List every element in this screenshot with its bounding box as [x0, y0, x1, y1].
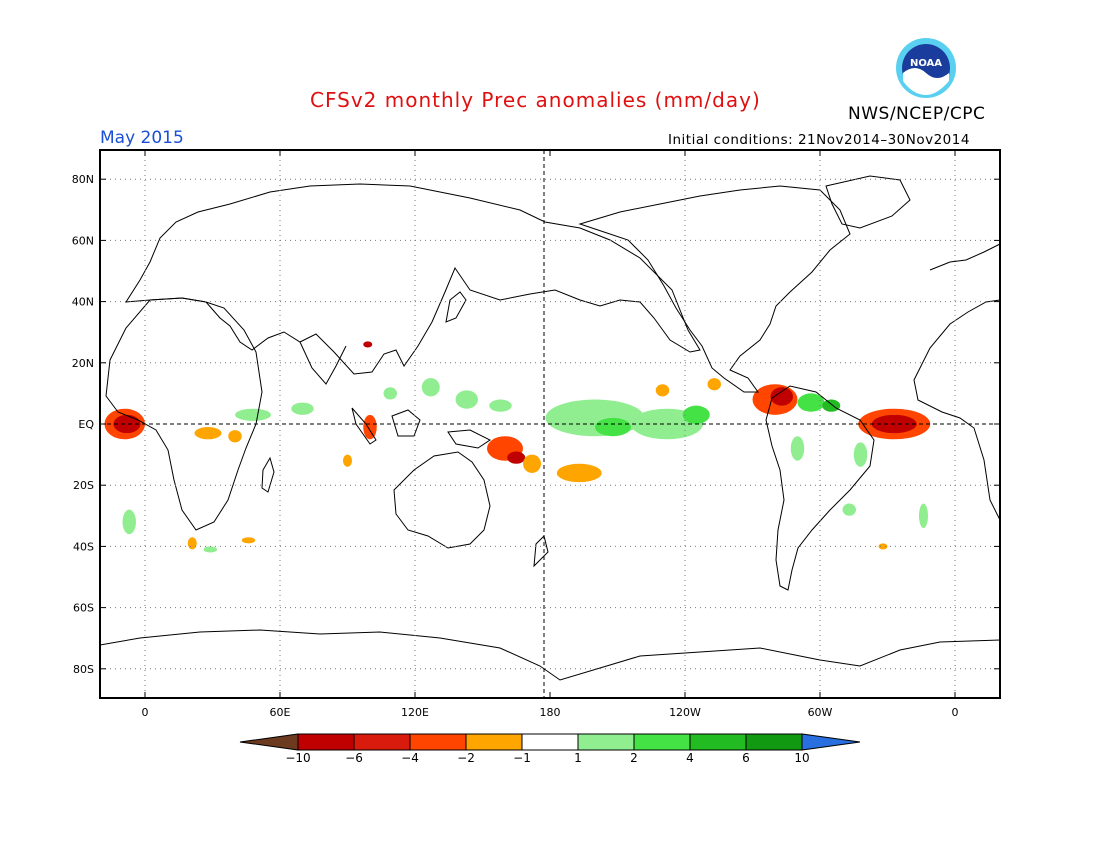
anomaly-region-9 [455, 390, 478, 409]
lon-tick-label: 0 [142, 706, 149, 719]
lon-tick-label: 180 [540, 706, 561, 719]
lat-tick-label: 60S [73, 602, 94, 615]
lat-tick-label: 80N [72, 173, 94, 186]
anomaly-region-34 [187, 537, 197, 550]
colorbar-label: −1 [513, 751, 531, 765]
lat-tick-label: 20S [73, 479, 94, 492]
anomaly-region-33 [122, 509, 136, 535]
lat-tick-label: 60N [72, 234, 94, 247]
anomaly-region-32 [919, 503, 928, 529]
colorbar-label: −10 [285, 751, 310, 765]
colorbar-label: 10 [794, 751, 809, 765]
coastline-europe-east-edge [929, 243, 1001, 271]
anomaly-region-3 [235, 408, 271, 421]
coastline-newguinea [447, 429, 491, 449]
colorbar-bin [689, 733, 747, 751]
anomaly-region-8 [421, 378, 440, 397]
noaa-logo: NOAA [896, 38, 956, 98]
lat-tick-label: 40N [72, 296, 94, 309]
anomaly-region-23 [655, 384, 670, 397]
colorbar-bin [297, 733, 355, 751]
anomaly-region-16 [556, 463, 602, 483]
coastline-borneo [391, 409, 421, 437]
anomaly-region-36 [241, 537, 256, 544]
anomaly-region-6 [363, 341, 373, 348]
colorbar-bin [353, 733, 411, 751]
lon-tick-label: 0 [952, 706, 959, 719]
coastlines [99, 175, 1001, 681]
anomaly-region-15 [523, 454, 541, 473]
lon-tick-label: 60E [270, 706, 291, 719]
lon-tick-label: 60W [808, 706, 833, 719]
org-label: NWS/NCEP/CPC [848, 104, 986, 124]
anomaly-region-12 [343, 454, 352, 467]
colorbar-bin [633, 733, 691, 751]
colorbar-label: −4 [401, 751, 419, 765]
coastline-sumatra [351, 407, 377, 445]
colorbar-arrow-high [801, 733, 861, 751]
anomaly-region-30 [853, 442, 868, 467]
anomaly-region-17 [545, 399, 645, 437]
coastline-africa-east-edge [913, 299, 1001, 521]
anomaly-region-25 [797, 393, 825, 412]
anomaly-shading [104, 341, 931, 553]
lat-tick-label: 40S [73, 540, 94, 553]
lat-tick-label: 80S [73, 663, 94, 676]
lat-tick-label: 20N [72, 357, 94, 370]
anomaly-region-29 [790, 436, 805, 461]
colorbar-bin [745, 733, 803, 751]
coastline-eurasia [125, 183, 701, 375]
lon-tick-label: 120W [669, 706, 701, 719]
coastline-japan [445, 291, 467, 323]
anomaly-region-11 [363, 414, 377, 440]
lon-tick-label: 120E [401, 706, 429, 719]
coastline-newzealand [533, 535, 549, 568]
axis-ticks: 80N 60N 40N 20N EQ 20S 40S 60S 80S 0 60E 120E 180 120… [72, 150, 1000, 719]
anomaly-region-5 [228, 430, 242, 443]
initial-conditions-label: Initial conditions: 21Nov2014–30Nov2014 [668, 132, 970, 148]
colorbar-label: −6 [345, 751, 363, 765]
graticule [100, 150, 1000, 698]
coastline-greenland [825, 175, 911, 229]
anomaly-region-24 [707, 378, 721, 391]
colorbar-label: 1 [574, 751, 582, 765]
anomaly-region-22 [770, 387, 793, 406]
coastline-north-america [578, 185, 851, 393]
coastline-madagascar [261, 456, 275, 493]
colorbar-bin [521, 733, 579, 751]
anomaly-region-2 [194, 427, 222, 440]
coastline-india [299, 341, 347, 385]
anomaly-region-4 [291, 402, 314, 415]
colorbar: −10 −6 −4 −2 −1 1 2 4 6 10 [239, 733, 861, 765]
colorbar-bin [577, 733, 635, 751]
coastline-australia [393, 451, 491, 549]
colorbar-arrow-low [239, 733, 299, 751]
month-label: May 2015 [100, 128, 184, 148]
anomaly-region-35 [203, 546, 217, 553]
anomaly-region-31 [842, 503, 856, 516]
anomaly-region-26 [822, 399, 841, 412]
anomaly-region-37 [878, 543, 888, 550]
colorbar-bin [465, 733, 523, 751]
coastline-antarctica [99, 629, 1001, 681]
coastline-south-america [765, 385, 875, 591]
anomaly-region-19 [595, 417, 631, 437]
lat-tick-label: EQ [78, 418, 94, 431]
anomaly-region-14 [507, 451, 526, 464]
anomaly-region-7 [383, 387, 397, 400]
anomaly-region-10 [489, 399, 512, 412]
colorbar-label: 6 [742, 751, 750, 765]
colorbar-label: −2 [457, 751, 475, 765]
anomaly-region-1 [113, 414, 141, 434]
chart-title: CFSv2 monthly Prec anomalies (mm/day) [310, 88, 761, 112]
logo-text: NOAA [910, 58, 942, 69]
colorbar-label: 2 [630, 751, 638, 765]
colorbar-bin [409, 733, 467, 751]
colorbar-label: 4 [686, 751, 694, 765]
anomaly-region-20 [682, 405, 710, 424]
